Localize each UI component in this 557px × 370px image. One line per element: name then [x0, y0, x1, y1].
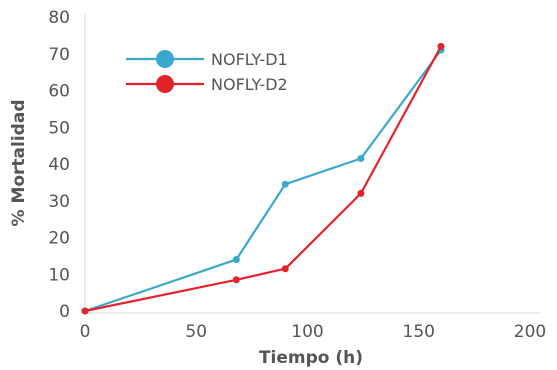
y-tick-label: 70 — [48, 45, 70, 65]
legend-label: NOFLY-D1 — [211, 50, 288, 69]
series-lines — [81, 42, 445, 315]
data-point — [81, 307, 89, 315]
y-tick-label: 80 — [48, 8, 70, 28]
data-point — [357, 189, 365, 197]
x-axis-title: Tiempo (h) — [259, 348, 363, 368]
legend-marker — [156, 50, 174, 68]
x-tick-label: 200 — [514, 322, 546, 342]
data-point — [232, 256, 240, 264]
x-tick-label: 100 — [291, 322, 323, 342]
y-axis-title: % Mortalidad — [9, 100, 29, 227]
x-tick-label: 50 — [185, 322, 207, 342]
x-tick-label: 150 — [403, 322, 435, 342]
y-tick-labels: 0 10 20 30 40 50 60 70 80 — [48, 8, 70, 322]
y-tick-label: 20 — [48, 229, 70, 249]
y-tick-label: 0 — [59, 302, 70, 322]
data-point — [281, 265, 289, 273]
y-tick-label: 40 — [48, 155, 70, 175]
legend: NOFLY-D1 NOFLY-D2 — [126, 50, 288, 94]
legend-marker — [156, 75, 174, 93]
y-tick-label: 50 — [48, 118, 70, 138]
data-point — [281, 180, 289, 188]
y-tick-label: 30 — [48, 192, 70, 212]
x-tick-label: 0 — [80, 322, 91, 342]
data-point — [232, 276, 240, 284]
data-point — [437, 42, 445, 50]
y-tick-label: 10 — [48, 265, 70, 285]
legend-label: NOFLY-D2 — [211, 75, 288, 94]
y-tick-label: 60 — [48, 82, 70, 102]
data-point — [357, 154, 365, 162]
x-tick-labels: 0 50 100 150 200 — [80, 322, 547, 342]
